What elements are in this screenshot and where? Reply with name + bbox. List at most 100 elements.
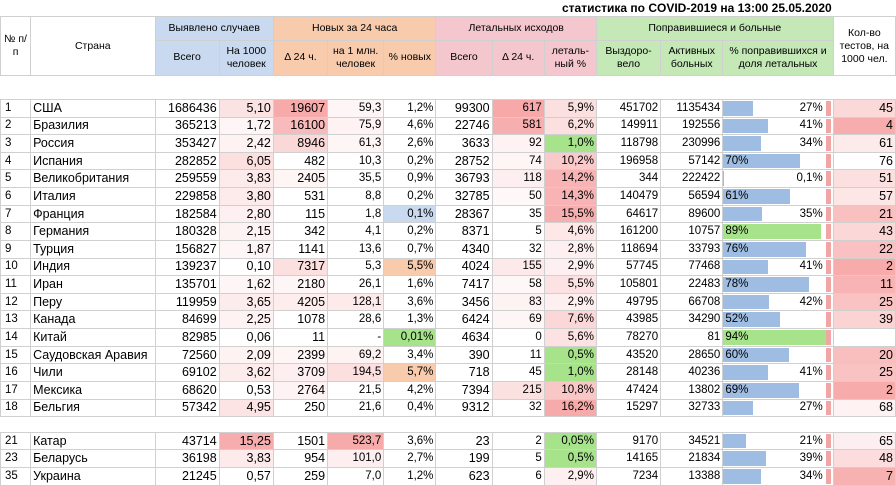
row-per1m: 8,8 <box>327 187 385 206</box>
row-per1m: 35,5 <box>327 169 385 189</box>
header-new24: Новых за 24 часа <box>272 16 437 41</box>
row-death-total-text: 390 <box>468 347 490 362</box>
row-recovered: 43520 <box>595 345 662 365</box>
row-per1000: 1,72 <box>218 116 274 136</box>
heat-fill <box>834 433 895 449</box>
row-recovered-text: 105801 <box>619 278 659 291</box>
row-country-text: Украина <box>33 469 81 484</box>
row-d24-text: 1078 <box>297 312 326 327</box>
row-total: 156827 <box>154 239 220 259</box>
row-recovered-text: 57745 <box>626 260 659 273</box>
row-d24: 16100 <box>272 116 329 136</box>
row-total: 69102 <box>154 363 220 382</box>
row-pct-new-text: 1,6% <box>407 278 434 291</box>
row-per1000-text: 0,10 <box>246 259 271 274</box>
heat-fill <box>220 206 273 222</box>
row-total-text: 119959 <box>175 294 217 309</box>
row-per1000-text: 0,53 <box>246 382 271 397</box>
row-country: Беларусь <box>30 449 156 469</box>
heat-fill <box>220 170 273 187</box>
row-death-pct: 2,9% <box>543 467 597 486</box>
row-country: Германия <box>30 222 156 241</box>
row-recovered-text: 118694 <box>620 242 659 255</box>
row-tests-text: 39 <box>879 312 893 327</box>
row-death-total: 7417 <box>435 275 493 294</box>
row-death-total: 28367 <box>435 204 493 224</box>
row-d24-text: 2399 <box>297 347 326 362</box>
row-recovered-text: 15297 <box>626 401 659 414</box>
row-active-text: 34521 <box>688 434 721 447</box>
header-per1m: на 1 млн. человек <box>327 39 385 77</box>
heat-fill <box>834 188 895 205</box>
heat-fill <box>220 294 273 311</box>
row-per1000-text: 2,80 <box>246 206 271 221</box>
heat-fill <box>545 241 596 258</box>
row-country: Саудовская Аравия <box>30 345 156 365</box>
table-row: 10 Индия 139237 0,10 7317 5,3 5,5% 4024 155 2,9% 5… <box>0 257 896 277</box>
row-death-d24-text: 35 <box>528 207 542 220</box>
row-tests: 68 <box>832 398 896 418</box>
row-per1m-text: 128,1 <box>352 295 382 308</box>
row-per1m-text: 21,6 <box>358 401 382 414</box>
row-pct-rec: 21% <box>722 431 834 451</box>
row-per1m-text: 8,8 <box>365 189 382 202</box>
row-total-text: 1686436 <box>168 100 217 115</box>
row-death-total-text: 23 <box>475 433 490 448</box>
row-num-text: 9 <box>5 242 12 255</box>
row-death-d24: 5 <box>491 222 545 241</box>
row-total: 57342 <box>154 398 220 418</box>
row-d24-text: 16100 <box>290 118 326 133</box>
row-death-pct-text: 5,9% <box>567 101 594 114</box>
row-d24-text: 1141 <box>298 241 326 256</box>
row-recovered-text: 43985 <box>626 313 659 326</box>
row-total-text: 139237 <box>174 259 217 274</box>
row-death-total-text: 718 <box>468 365 490 380</box>
row-d24: 2180 <box>272 275 329 294</box>
row-total: 182584 <box>154 204 220 224</box>
row-pct-rec-text: 69% <box>725 383 749 396</box>
row-pct-rec: 34% <box>722 467 834 486</box>
row-death-total: 3633 <box>435 134 493 153</box>
row-total: 353427 <box>154 134 220 153</box>
row-total-text: 259559 <box>174 171 217 186</box>
row-active-text: 34290 <box>688 313 721 326</box>
row-death-total-text: 7417 <box>461 277 490 292</box>
heat-fill <box>274 364 327 381</box>
row-recovered-text: 161200 <box>619 225 659 238</box>
row-death-d24: 118 <box>491 169 545 189</box>
row-pct-new: 1,3% <box>383 310 437 330</box>
row-death-pct: 10,2% <box>543 151 597 171</box>
row-num: 17 <box>0 380 32 400</box>
heat-fill <box>220 135 273 152</box>
row-death-pct: 4,6% <box>543 222 597 241</box>
row-per1m-text: 10,3 <box>358 154 382 167</box>
row-d24: 531 <box>272 187 329 206</box>
row-recovered-text: 28148 <box>626 366 659 379</box>
table-row: 14 Китай 82985 0,06 11 - 0,01% 4634 0 5,6% 78270 81… <box>0 328 896 347</box>
row-tests: 20 <box>832 345 896 365</box>
row-pct-new-text: 1,2% <box>407 101 434 114</box>
row-death-total-text: 199 <box>468 451 490 466</box>
row-country-text: Бразилия <box>33 118 89 133</box>
row-d24: 1141 <box>272 239 329 259</box>
row-total: 82985 <box>154 328 220 347</box>
heat-fill <box>493 294 544 311</box>
heat-fill <box>493 382 544 399</box>
row-death-total-text: 3633 <box>461 136 490 151</box>
row-death-pct: 5,5% <box>543 275 597 294</box>
row-total-text: 229858 <box>174 188 217 203</box>
row-total: 43714 <box>154 431 220 451</box>
recovery-bar <box>723 365 769 380</box>
row-num-text: 17 <box>5 383 18 396</box>
row-death-total-text: 4340 <box>461 241 490 256</box>
row-per1m-text: 13,6 <box>358 242 382 255</box>
row-per1000-text: 2,42 <box>246 136 271 151</box>
death-share-bar <box>825 118 831 134</box>
row-total: 119959 <box>154 292 220 312</box>
row-death-total: 6424 <box>435 310 493 330</box>
row-pct-rec: 39% <box>722 449 834 469</box>
row-per1000-text: 3,62 <box>246 365 271 380</box>
row-pct-new: 4,6% <box>383 116 437 136</box>
row-d24-text: 8946 <box>297 136 326 151</box>
spacer <box>0 75 896 100</box>
